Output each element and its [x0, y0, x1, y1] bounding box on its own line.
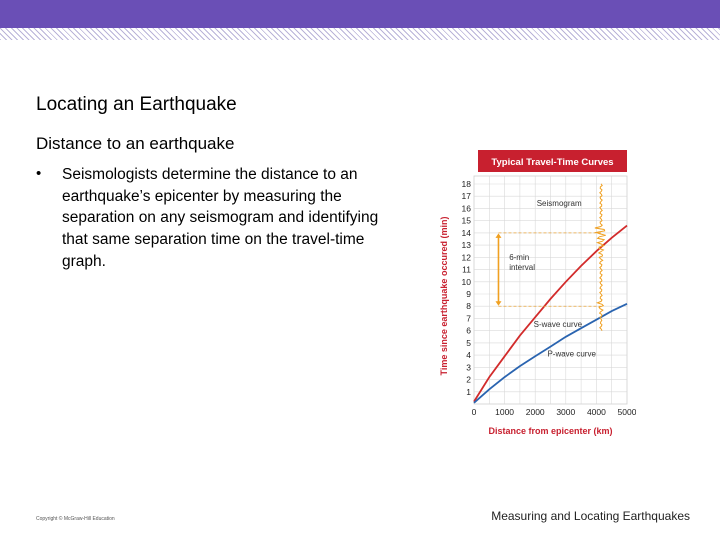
slide-title: Locating an Earthquake: [36, 94, 237, 115]
copyright-text: Copyright © McGraw-Hill Education: [36, 516, 115, 522]
y-axis-label: Time since earthquake occured (min): [439, 217, 449, 376]
slide-subtitle: Distance to an earthquake: [36, 134, 235, 153]
p-wave-label: P-wave curve: [547, 350, 596, 359]
y-tick-label: 6: [466, 326, 471, 336]
y-tick-label: 16: [462, 203, 472, 213]
x-tick-label: 0: [472, 407, 477, 417]
interval-label: 6-min interval: [509, 253, 535, 272]
x-tick-label: 5000: [618, 407, 636, 417]
y-tick-label: 14: [462, 228, 472, 238]
seismogram-label: Seismogram: [537, 199, 582, 208]
top-band: [0, 0, 720, 28]
y-tick-label: 11: [462, 265, 471, 275]
footer-text: Measuring and Locating Earthquakes: [491, 509, 690, 523]
y-tick-label: 12: [462, 252, 472, 262]
y-tick-label: 4: [466, 350, 471, 360]
x-tick-label: 1000: [495, 407, 514, 417]
y-tick-label: 15: [462, 216, 472, 226]
x-tick-label: 2000: [526, 407, 545, 417]
x-axis-label: Distance from epicenter (km): [488, 426, 612, 436]
y-tick-label: 5: [466, 338, 471, 348]
y-tick-label: 7: [466, 313, 471, 323]
x-tick-label: 4000: [587, 407, 606, 417]
y-tick-label: 1: [466, 387, 471, 397]
chart-title: Typical Travel-Time Curves: [491, 157, 613, 168]
interval-arrow-head-bottom: [495, 301, 502, 306]
y-tick-label: 2: [466, 375, 471, 385]
y-tick-label: 10: [462, 277, 472, 287]
y-tick-label: 8: [466, 301, 471, 311]
y-tick-label: 18: [462, 179, 472, 189]
hatch-band: [0, 28, 720, 40]
interval-arrow-head-top: [495, 233, 502, 238]
y-tick-label: 17: [462, 191, 472, 201]
bullet-text: Seismologists determine the distance to …: [62, 166, 379, 270]
seismogram-trace: [594, 183, 606, 331]
chart-title-box: [478, 150, 627, 172]
y-tick-label: 3: [466, 362, 471, 372]
bullet-symbol: •: [36, 165, 42, 182]
x-tick-label: 3000: [556, 407, 575, 417]
y-tick-label: 9: [466, 289, 471, 299]
s-wave-label: S-wave curve: [534, 320, 583, 329]
travel-time-chart: Typical Travel-Time Curves12345678910111…: [439, 150, 636, 436]
y-tick-label: 13: [462, 240, 472, 250]
